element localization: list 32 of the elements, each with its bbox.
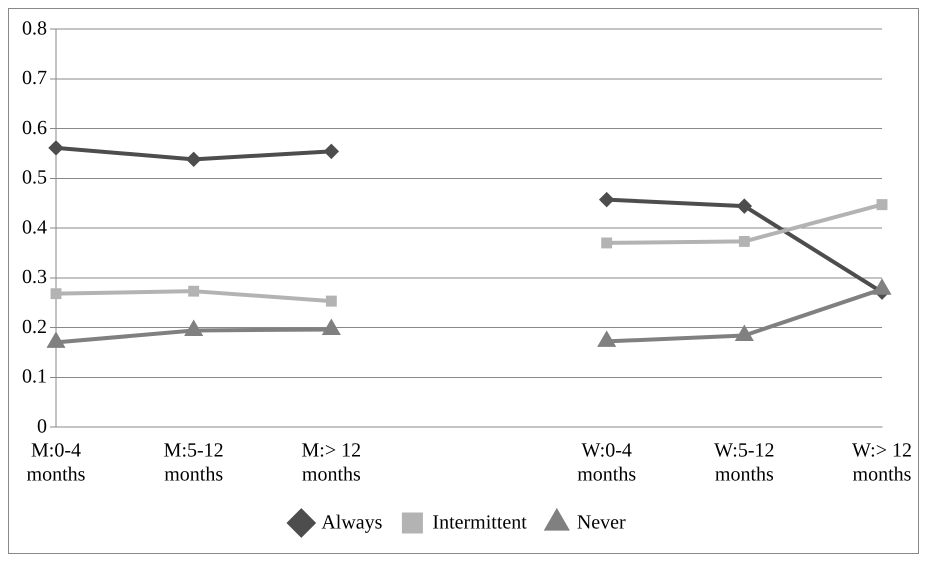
- y-tick-label: 0: [37, 415, 47, 438]
- point: [184, 320, 203, 336]
- point: [872, 278, 892, 295]
- point: [186, 152, 202, 167]
- point: [48, 140, 64, 156]
- y-tick-label: 0.4: [22, 216, 47, 238]
- point: [324, 144, 339, 159]
- point: [738, 236, 750, 247]
- y-tick-label: 0.3: [22, 266, 47, 288]
- x-tick-label: W:> 12 months: [852, 439, 912, 486]
- x-tick-label: M:> 12 months: [302, 439, 362, 486]
- point: [601, 237, 612, 248]
- x-tick-label: M:5-12 months: [164, 439, 224, 486]
- point: [322, 318, 340, 335]
- y-tick-label: 0.7: [22, 67, 47, 89]
- legend-label: Never: [576, 511, 626, 534]
- y-tick-label: 0.2: [22, 316, 47, 338]
- y-tick-label: 0.1: [22, 366, 47, 388]
- y-tick-label: 0.5: [22, 166, 47, 188]
- point: [876, 199, 888, 210]
- x-tick-label: W:0-4 months: [577, 439, 636, 486]
- x-tick-label: M:0-4 months: [26, 439, 86, 486]
- legend-label: Intermittent: [432, 511, 528, 534]
- point: [736, 198, 752, 214]
- x-tick-label: W:5-12 months: [714, 439, 775, 486]
- y-tick-label: 0.6: [22, 116, 47, 139]
- point: [46, 332, 66, 348]
- point: [598, 330, 616, 347]
- point: [735, 324, 754, 341]
- y-tick-label: 0.8: [22, 17, 47, 40]
- point: [599, 192, 614, 208]
- legend-label: Always: [321, 511, 383, 534]
